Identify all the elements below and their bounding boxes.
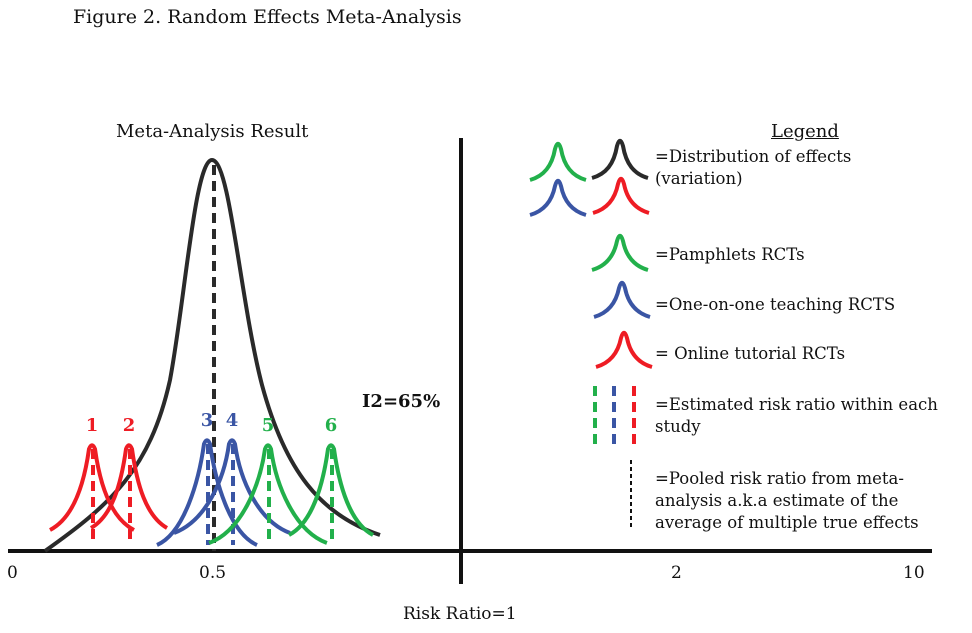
legend-line: average of multiple true effects [655, 513, 919, 532]
study-distribution-curve [89, 443, 169, 530]
legend-line: (variation) [655, 169, 743, 188]
study-distribution-curve [287, 443, 375, 537]
study-3: 3 [156, 410, 258, 547]
legend-one-on-one-curve-icon [593, 280, 651, 319]
legend-green-curve-icon [529, 141, 587, 182]
legend-estimate-text: =Estimated risk ratio within each study [655, 394, 938, 438]
study-number-label: 2 [123, 415, 136, 436]
legend-line: study [655, 417, 701, 436]
study-number-label: 3 [201, 410, 214, 431]
study-number-label: 4 [226, 410, 239, 431]
result-title: Meta-Analysis Result [116, 121, 309, 142]
legend-red-curve-icon [592, 176, 650, 215]
legend-blue-curve-icon [529, 178, 587, 217]
legend-line: =Distribution of effects [655, 147, 852, 166]
legend-line: = Online tutorial RCTs [655, 344, 846, 363]
study-distribution-curve [208, 443, 328, 545]
legend-pamphlets-text: =Pamphlets RCTs [655, 244, 805, 266]
legend-line: analysis a.k.a estimate of the [655, 491, 899, 510]
legend-line: =One-on-one teaching RCTS [655, 295, 896, 314]
legend-line: =Pamphlets RCTs [655, 245, 805, 264]
legend-line: =Estimated risk ratio within each [655, 395, 938, 414]
x-axis-label: Risk Ratio=1 [403, 604, 517, 624]
legend-title: Legend [771, 121, 839, 142]
heterogeneity-label: I2=65% [362, 391, 441, 412]
legend-line: =Pooled risk ratio from meta- [655, 469, 904, 488]
study-distribution-curve [156, 438, 258, 547]
study-number-label: 5 [262, 415, 275, 436]
legend-distribution-text: =Distribution of effects (variation) [655, 146, 851, 190]
study-distribution-curve [173, 438, 291, 535]
study-6: 6 [287, 415, 375, 545]
legend-black-curve-icon [591, 138, 649, 180]
legend-pamphlets-curve-icon [591, 233, 649, 272]
study-distribution-curve [48, 443, 136, 532]
legend-one-on-one-text: =One-on-one teaching RCTS [655, 294, 895, 316]
x-tick-label: 2 [671, 563, 682, 583]
x-tick-label: 0.5 [199, 563, 227, 583]
x-tick-label: 10 [903, 563, 925, 583]
legend-pooled-text: =Pooled risk ratio from meta- analysis a… [655, 468, 919, 534]
study-5: 5 [208, 415, 328, 545]
x-tick-label: 0 [7, 563, 18, 583]
legend-online-text: = Online tutorial RCTs [655, 343, 845, 365]
study-number-label: 1 [86, 415, 99, 436]
figure-title: Figure 2. Random Effects Meta-Analysis [73, 6, 462, 28]
study-number-label: 6 [325, 415, 338, 436]
study-2: 2 [89, 415, 169, 545]
pooled-distribution-curve [43, 157, 381, 553]
legend-online-curve-icon [595, 330, 653, 369]
